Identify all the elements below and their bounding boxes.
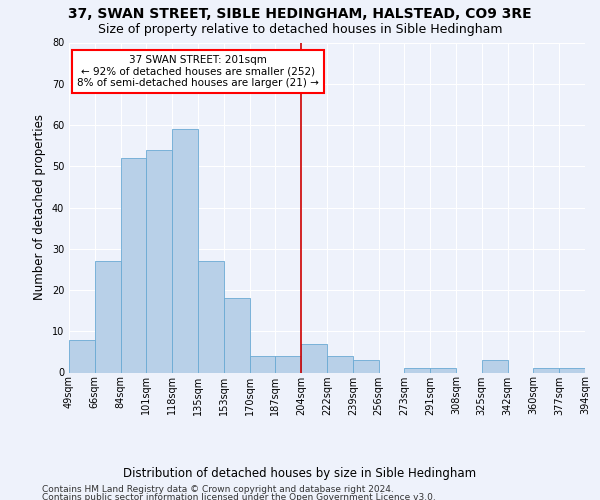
Bar	[353, 360, 379, 372]
Bar	[559, 368, 585, 372]
Bar	[224, 298, 250, 372]
Text: 37 SWAN STREET: 201sqm
← 92% of detached houses are smaller (252)
8% of semi-det: 37 SWAN STREET: 201sqm ← 92% of detached…	[77, 55, 319, 88]
Text: Size of property relative to detached houses in Sible Hedingham: Size of property relative to detached ho…	[98, 22, 502, 36]
Bar	[404, 368, 430, 372]
Bar	[146, 150, 172, 372]
Bar	[69, 340, 95, 372]
Bar	[533, 368, 559, 372]
Bar	[430, 368, 456, 372]
Bar	[250, 356, 275, 372]
Text: Contains HM Land Registry data © Crown copyright and database right 2024.: Contains HM Land Registry data © Crown c…	[42, 485, 394, 494]
Text: 37, SWAN STREET, SIBLE HEDINGHAM, HALSTEAD, CO9 3RE: 37, SWAN STREET, SIBLE HEDINGHAM, HALSTE…	[68, 8, 532, 22]
Bar	[121, 158, 146, 372]
Bar	[95, 261, 121, 372]
Bar	[301, 344, 327, 372]
Y-axis label: Number of detached properties: Number of detached properties	[33, 114, 46, 300]
Bar	[172, 129, 198, 372]
Bar	[482, 360, 508, 372]
Text: Contains public sector information licensed under the Open Government Licence v3: Contains public sector information licen…	[42, 492, 436, 500]
Bar	[275, 356, 301, 372]
Text: Distribution of detached houses by size in Sible Hedingham: Distribution of detached houses by size …	[124, 468, 476, 480]
Bar	[327, 356, 353, 372]
Bar	[198, 261, 224, 372]
